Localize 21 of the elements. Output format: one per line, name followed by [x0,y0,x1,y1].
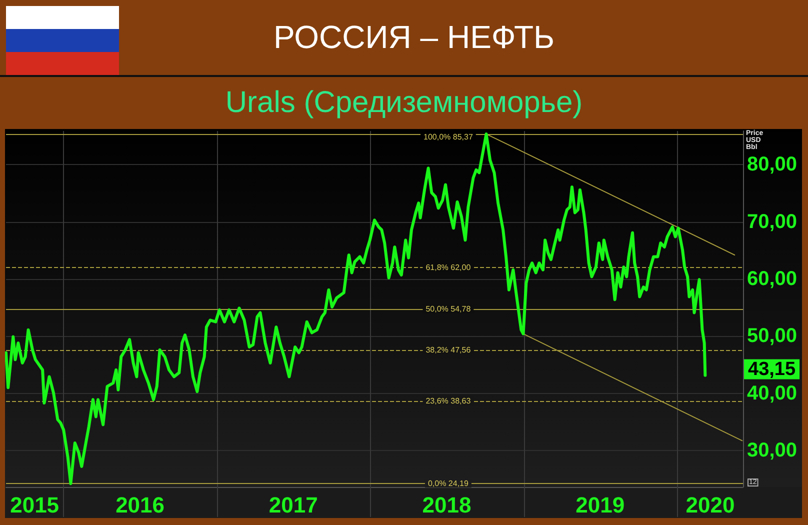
x-tick-label: 2017 [268,492,318,518]
ref-line-label: 0,0% 24,19 [428,479,469,488]
y-tick-label: 60,00 [747,268,798,290]
chart-title: РОССИЯ – НЕФТЬ [274,19,554,56]
chart-subtitle: Urals (Средиземноморье) [225,86,583,120]
x-tick-label: 2015 [10,492,60,518]
annotation: 43,15 [748,358,796,380]
x-tick-label: 2016 [116,492,165,518]
y-tick-label: 30,00 [747,439,798,462]
x-tick-label: 2018 [422,492,472,518]
ref-line-label: 23,6% 38,63 [426,396,472,406]
ref-line-label: 61,8% 62,00 [426,263,472,272]
y-tick-label: 40,00 [747,382,798,404]
y-tick-label: 50,00 [747,325,798,348]
y-tick-label: 80,00 [747,154,798,176]
y-tick-label: 70,00 [747,210,798,233]
x-tick-label: 2019 [576,492,625,518]
ref-line-label: 38,2% 47,56 [426,346,472,355]
x-tick-label: 2020 [686,492,735,518]
ref-line-label: 50,0% 54,78 [426,304,472,314]
ref-line-label: 100,0% 85,37 [424,132,474,142]
